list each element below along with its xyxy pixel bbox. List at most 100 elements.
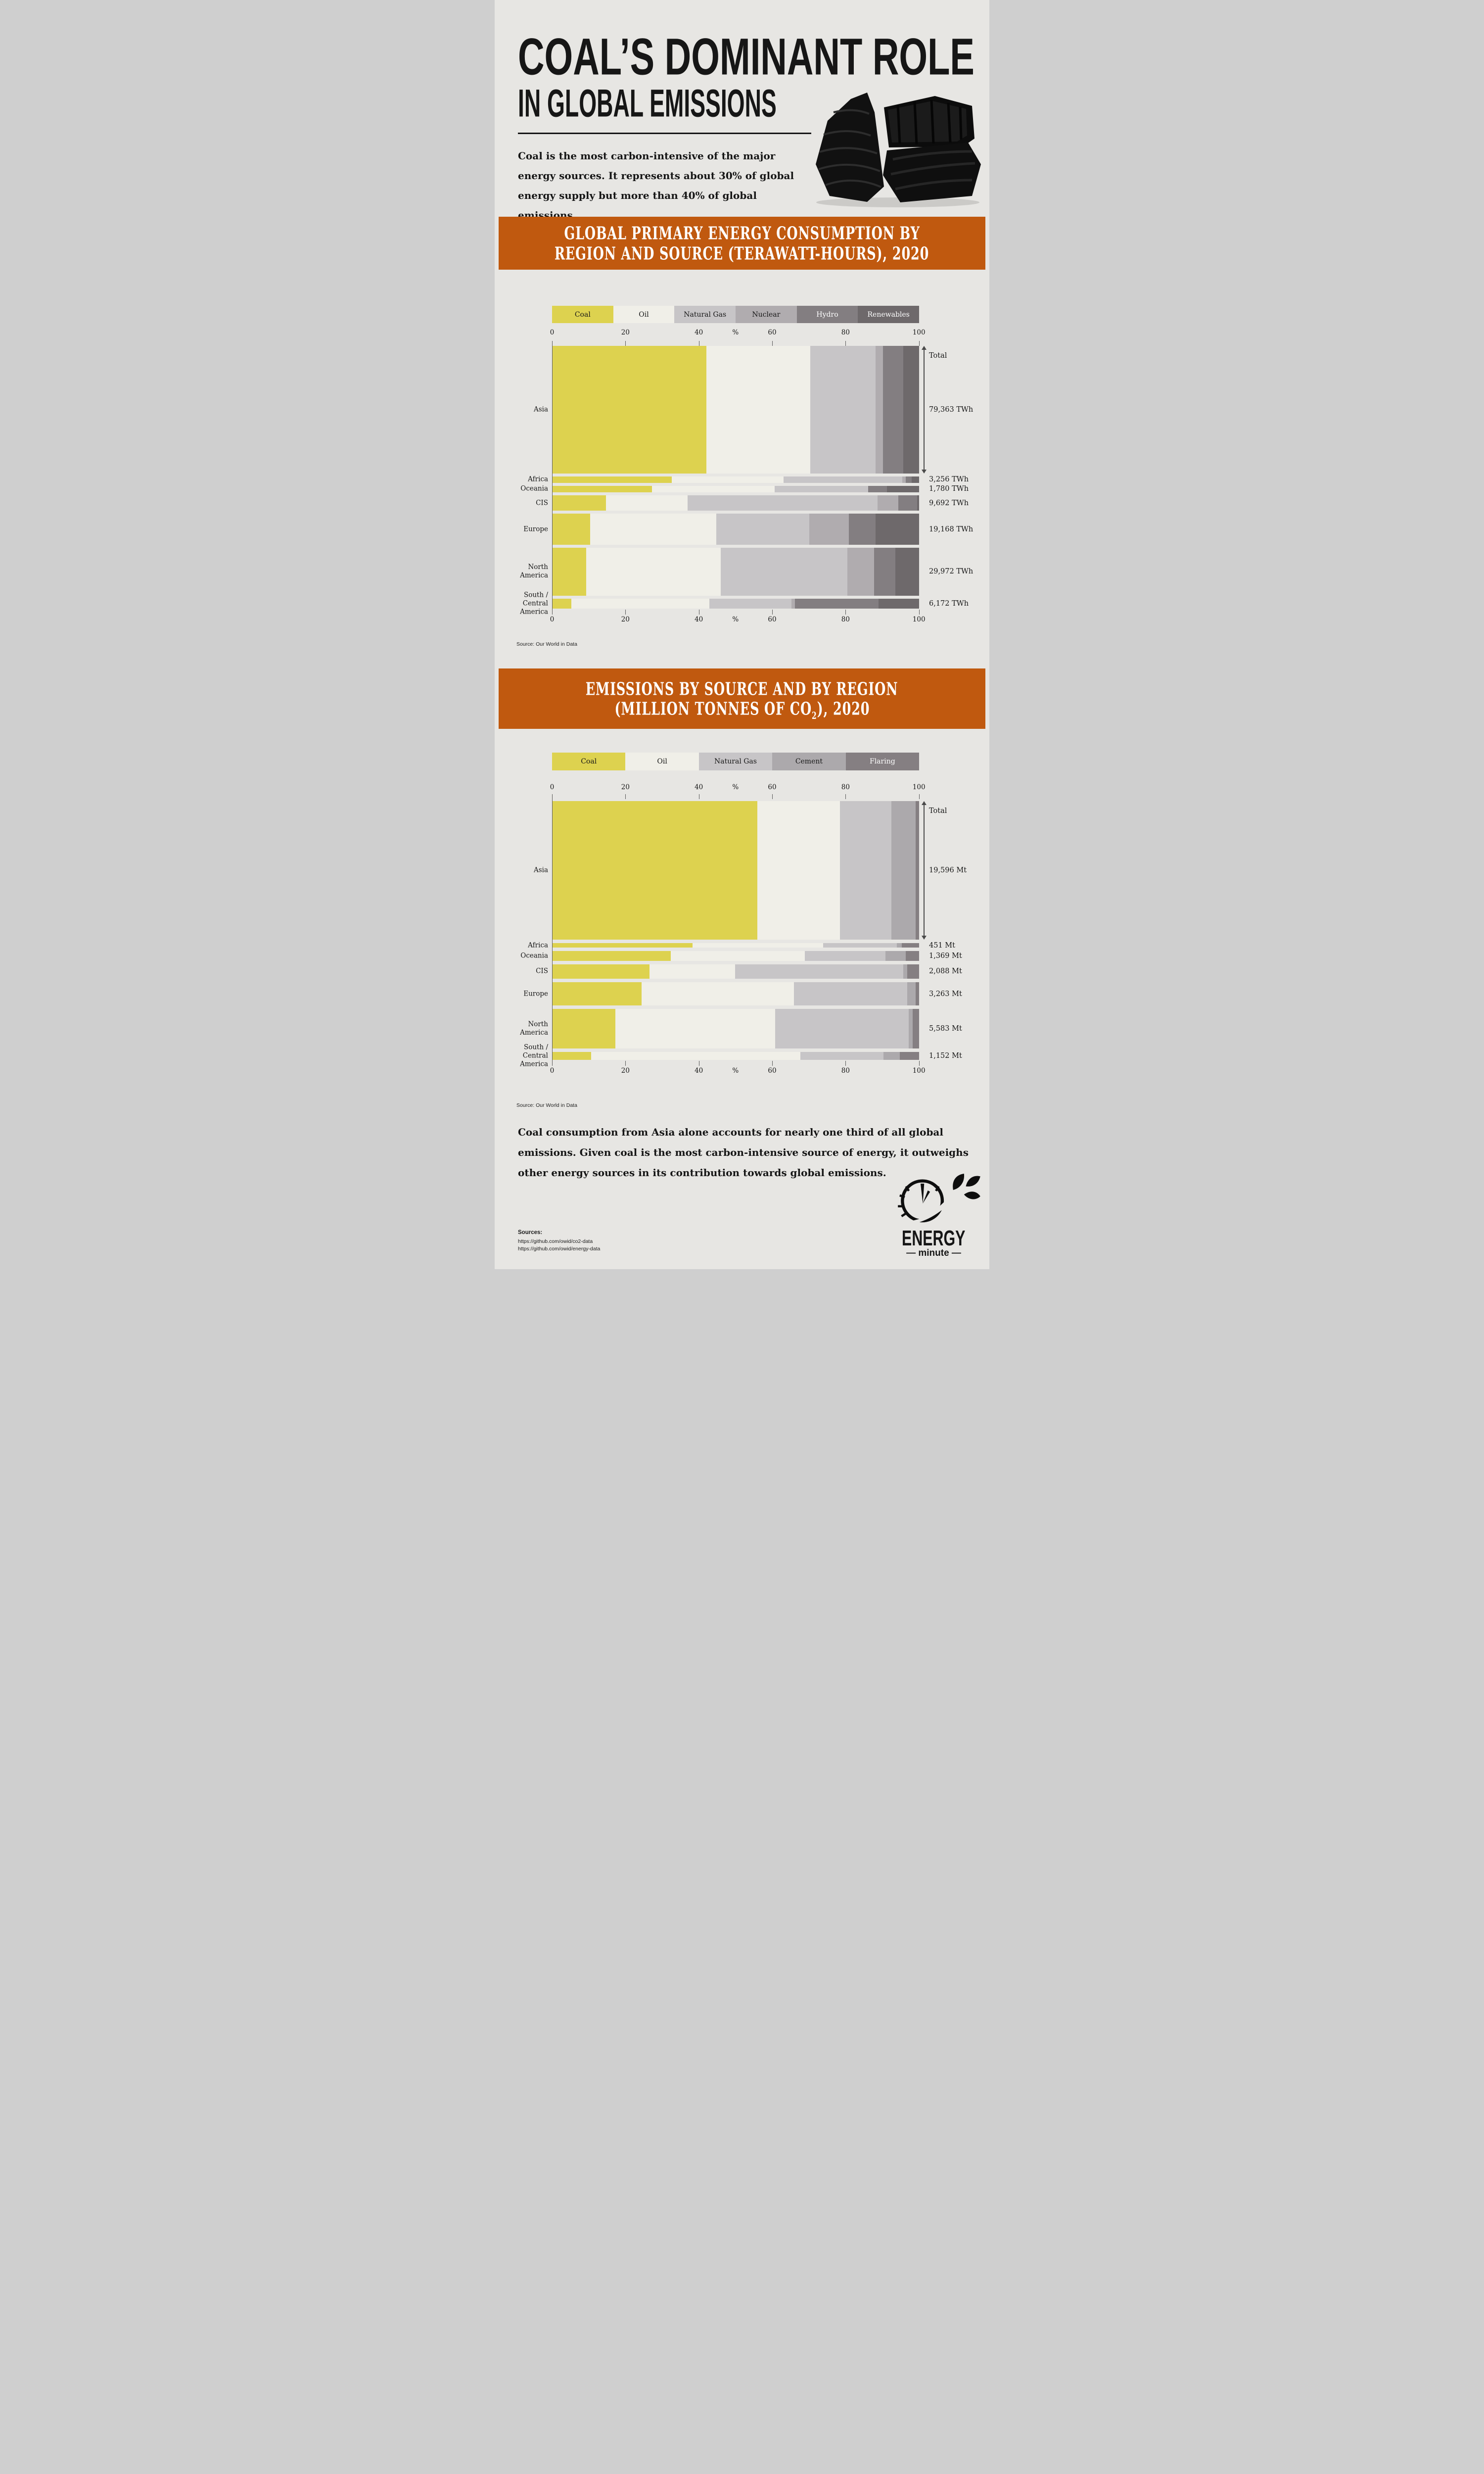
axis-tick-label: 20 (621, 783, 630, 791)
banner-title-text: GLOBAL PRIMARY ENERGY CONSUMPTION BY (564, 223, 920, 244)
total-arrow-up (922, 346, 927, 350)
bar-segment-hydro (868, 485, 887, 492)
axis-tick (625, 341, 626, 346)
bar-segment-natural_gas (840, 801, 891, 940)
bar-segment-cement (891, 801, 916, 940)
total-arrow-line (924, 349, 925, 471)
section-banner-emissions: EMISSIONS BY SOURCE AND BY REGION (MILLIO… (499, 668, 985, 729)
row-label: Oceania (497, 485, 548, 493)
bar-segment-nuclear (878, 495, 899, 511)
bar-segment-coal (552, 599, 572, 609)
row-label-line: Central (522, 599, 548, 608)
sources-label: Sources: (518, 1230, 543, 1236)
legend-item-natural_gas: Natural Gas (698, 753, 773, 770)
row-label: CIS (497, 499, 548, 507)
coal-photo (816, 93, 981, 207)
bar-segment-flaring (899, 1051, 919, 1060)
axis-tick-label: 20 (621, 329, 630, 336)
axis-tick-label: 0 (550, 329, 555, 336)
bar-segment-cement (907, 982, 916, 1006)
bar-segment-flaring (913, 1009, 919, 1048)
chart-row-asia: Asia 19,596 Mt Total (534, 801, 967, 940)
bar-segment-natural_gas (735, 964, 904, 979)
divider-rule (518, 133, 811, 134)
bar-segment-coal (552, 1051, 592, 1060)
bar-segment-oil (670, 951, 805, 961)
bar-segment-coal (552, 514, 591, 545)
bar-segment-nuclear (902, 476, 906, 483)
axis-percent-label: % (732, 1067, 739, 1075)
axis-percent-label: % (732, 329, 739, 336)
sources-block: Sources: https://github.com/owid/co2-dat… (518, 1229, 600, 1253)
total-arrow-down (922, 936, 927, 940)
axis-tick (552, 610, 553, 615)
axis-tick-label: 40 (695, 783, 703, 791)
chart-row-europe: Europe 3,263 Mt (523, 982, 962, 1006)
bar-segment-renewables (895, 547, 919, 596)
bar-segment-hydro (906, 476, 912, 483)
row-label-line: America (520, 608, 548, 616)
stacked-bar (552, 547, 919, 596)
closing-paragraph: Coal consumption from Asia alone account… (518, 1126, 969, 1179)
bar-segment-nuclear (809, 514, 849, 545)
stacked-bar (552, 801, 919, 940)
legend-item-oil: Oil (625, 753, 699, 770)
bar-segment-flaring (916, 982, 919, 1006)
legend-item-nuclear: Nuclear (736, 306, 797, 323)
bar-segment-cement (885, 951, 906, 961)
chart-row-africa: Africa 3,256 TWh (528, 476, 969, 484)
row-label-line: Asia (533, 405, 548, 414)
stacked-bar (552, 514, 919, 545)
bar-segment-coal (552, 547, 586, 596)
bar-segment-coal (552, 346, 707, 474)
bar-segment-cement (903, 964, 908, 979)
bar-segment-natural_gas (716, 514, 810, 545)
banner-title-text: EMISSIONS BY SOURCE AND BY REGION (586, 679, 898, 700)
bar-segment-cement (909, 1009, 913, 1048)
row-label-line: North (528, 563, 548, 571)
bar-segment-flaring (902, 943, 919, 948)
row-label-line: South / (523, 1043, 548, 1051)
chart-row-north-america: North America 29,972 TWh (520, 547, 973, 596)
row-value: 19,596 Mt (929, 866, 967, 874)
axis-percent-label: % (732, 616, 739, 624)
bar-segment-oil (671, 476, 784, 483)
row-label-line: Central (522, 1051, 548, 1060)
row-value: 5,583 Mt (929, 1024, 962, 1033)
banner-title-line: EMISSIONS BY SOURCE AND BY REGION (499, 679, 985, 700)
row-label: Europe (497, 990, 548, 998)
legend-item-flaring: Flaring (845, 753, 920, 770)
stacked-bar (552, 485, 919, 492)
bar-segment-cement (883, 1051, 900, 1060)
row-value: 1,152 Mt (929, 1052, 962, 1060)
axis-tick (625, 794, 626, 799)
stacked-bar (552, 1009, 919, 1048)
axis-tick (552, 1061, 553, 1066)
bar-segment-oil (642, 982, 794, 1006)
bar-segment-renewables (876, 514, 919, 545)
stacked-bar (552, 943, 919, 948)
row-value: 451 Mt (929, 941, 955, 950)
bar-segment-natural_gas (775, 1009, 909, 1048)
bar-segment-flaring (905, 951, 919, 961)
axis-tick (772, 610, 773, 615)
bar-segment-hydro (898, 495, 917, 511)
legend-item-cement: Cement (772, 753, 846, 770)
bar-segment-natural_gas (800, 1051, 884, 1060)
bar-segment-natural_gas (784, 476, 902, 483)
axis-tick-label: 20 (621, 616, 630, 624)
row-value: 6,172 TWh (929, 600, 969, 608)
axis-tick-label: 40 (695, 616, 703, 624)
row-label-line: CIS (536, 499, 548, 507)
axis-tick (625, 610, 626, 615)
chart-row-oceania: Oceania 1,369 Mt (520, 951, 962, 961)
bar-segment-coal (552, 964, 649, 979)
axis-tick-label: 100 (912, 329, 926, 336)
page-title-line2: IN GLOBAL EMISSIONS (518, 81, 777, 125)
bar-segment-coal (552, 1009, 615, 1048)
bar-segment-oil (693, 943, 823, 948)
bar-segment-natural_gas (687, 495, 878, 511)
bar-segment-nuclear (847, 547, 875, 596)
bar-segment-natural_gas (805, 951, 885, 961)
axis-tick (625, 1061, 626, 1066)
